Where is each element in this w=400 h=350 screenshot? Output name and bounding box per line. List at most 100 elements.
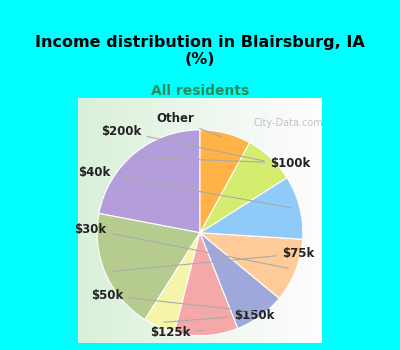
Bar: [87, 98, 90, 343]
Bar: [100, 98, 102, 343]
Bar: [146, 98, 148, 343]
Bar: [254, 98, 256, 343]
Text: $200k: $200k: [102, 125, 264, 161]
Bar: [207, 98, 210, 343]
Bar: [291, 98, 293, 343]
Bar: [185, 98, 188, 343]
Text: $30k: $30k: [74, 223, 288, 268]
Bar: [242, 98, 244, 343]
Bar: [222, 98, 224, 343]
Bar: [266, 98, 268, 343]
Bar: [112, 98, 114, 343]
Bar: [193, 98, 195, 343]
Wedge shape: [200, 142, 287, 233]
Wedge shape: [200, 233, 279, 328]
Bar: [268, 98, 271, 343]
Bar: [114, 98, 117, 343]
Bar: [124, 98, 126, 343]
Bar: [80, 98, 82, 343]
Wedge shape: [145, 233, 200, 332]
Bar: [215, 98, 217, 343]
Bar: [202, 98, 205, 343]
Text: $150k: $150k: [164, 308, 274, 322]
Bar: [188, 98, 190, 343]
Bar: [237, 98, 239, 343]
Bar: [168, 98, 170, 343]
Bar: [200, 98, 202, 343]
Bar: [276, 98, 278, 343]
Bar: [82, 98, 85, 343]
Bar: [239, 98, 242, 343]
Bar: [271, 98, 274, 343]
Bar: [305, 98, 308, 343]
Bar: [220, 98, 222, 343]
Bar: [180, 98, 183, 343]
Bar: [274, 98, 276, 343]
Bar: [198, 98, 200, 343]
Bar: [166, 98, 168, 343]
Text: $100k: $100k: [140, 156, 311, 170]
Bar: [148, 98, 151, 343]
Text: All residents: All residents: [151, 84, 249, 98]
Bar: [117, 98, 119, 343]
Bar: [97, 98, 100, 343]
Wedge shape: [99, 130, 200, 233]
Bar: [283, 98, 286, 343]
Bar: [139, 98, 141, 343]
Bar: [129, 98, 131, 343]
Text: $40k: $40k: [78, 166, 292, 208]
Bar: [300, 98, 303, 343]
Text: $50k: $50k: [91, 289, 255, 312]
Bar: [136, 98, 139, 343]
Bar: [109, 98, 112, 343]
Bar: [205, 98, 207, 343]
Bar: [234, 98, 237, 343]
Bar: [154, 98, 156, 343]
Bar: [104, 98, 107, 343]
Bar: [224, 98, 227, 343]
Bar: [261, 98, 264, 343]
Wedge shape: [200, 233, 303, 298]
Bar: [156, 98, 158, 343]
Bar: [244, 98, 246, 343]
Bar: [308, 98, 310, 343]
Text: Income distribution in Blairsburg, IA
(%): Income distribution in Blairsburg, IA (%…: [35, 35, 365, 68]
Bar: [256, 98, 259, 343]
Bar: [163, 98, 166, 343]
Wedge shape: [174, 233, 238, 336]
Bar: [131, 98, 134, 343]
Bar: [320, 98, 322, 343]
Wedge shape: [200, 130, 250, 233]
Wedge shape: [200, 177, 303, 239]
Bar: [126, 98, 129, 343]
Bar: [210, 98, 212, 343]
Bar: [178, 98, 180, 343]
Bar: [249, 98, 252, 343]
Bar: [151, 98, 154, 343]
Bar: [286, 98, 288, 343]
Bar: [78, 98, 80, 343]
Bar: [161, 98, 163, 343]
Bar: [158, 98, 161, 343]
Bar: [212, 98, 215, 343]
Bar: [195, 98, 198, 343]
Bar: [144, 98, 146, 343]
Bar: [102, 98, 104, 343]
Bar: [141, 98, 144, 343]
Bar: [176, 98, 178, 343]
Bar: [122, 98, 124, 343]
Bar: [313, 98, 315, 343]
Text: Other: Other: [156, 112, 222, 137]
Bar: [232, 98, 234, 343]
Bar: [264, 98, 266, 343]
Bar: [318, 98, 320, 343]
Bar: [298, 98, 300, 343]
Bar: [278, 98, 281, 343]
Bar: [90, 98, 92, 343]
Bar: [190, 98, 193, 343]
Bar: [246, 98, 249, 343]
Bar: [303, 98, 305, 343]
Bar: [288, 98, 291, 343]
Bar: [95, 98, 97, 343]
Text: City-Data.com: City-Data.com: [254, 118, 324, 128]
